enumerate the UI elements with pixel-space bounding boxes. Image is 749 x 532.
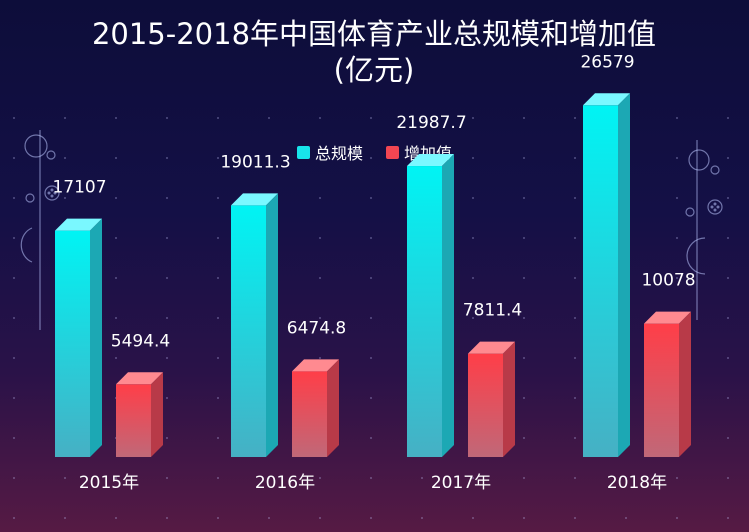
bar-added-3	[644, 311, 691, 457]
right-ornament	[685, 140, 723, 320]
bars-group	[55, 93, 691, 458]
bar-top-added-3	[644, 311, 691, 324]
bar-side-total-2	[442, 154, 454, 458]
bar-top-added-1	[292, 359, 339, 372]
legend-item-total: 总规模	[297, 144, 363, 163]
x-tick-0: 2015年	[79, 473, 139, 493]
bar-top-total-1	[231, 193, 278, 206]
bar-added-0	[116, 372, 163, 457]
bar-front-total-3	[583, 105, 618, 457]
x-tick-labels: 2015年 2016年 2017年 2018年	[79, 473, 667, 493]
bar-side-total-3	[618, 93, 630, 457]
bar-side-added-3	[679, 311, 691, 457]
x-tick-3: 2018年	[607, 473, 667, 493]
left-ornament	[20, 130, 60, 330]
bar-front-added-2	[468, 353, 503, 457]
bar-side-total-0	[90, 218, 102, 457]
value-labels-group: 17107 5494.4 19011.3 6474.8 21987.7 7811.4 265…	[52, 52, 695, 351]
value-label-added-1: 6474.8	[287, 318, 346, 338]
value-label-added-3: 10078	[641, 271, 695, 291]
value-label-total-0: 17107	[52, 178, 106, 198]
legend-swatch-added	[386, 146, 399, 159]
bar-top-total-3	[583, 93, 630, 106]
bar-top-total-0	[55, 218, 102, 231]
bar-added-1	[292, 359, 339, 457]
value-label-total-1: 19011.3	[220, 152, 290, 172]
x-tick-1: 2016年	[255, 473, 315, 493]
bar-added-2	[468, 341, 515, 457]
value-label-total-3: 26579	[580, 52, 634, 72]
bar-top-added-0	[116, 372, 163, 385]
bar-front-total-0	[55, 230, 90, 457]
bar-front-added-0	[116, 384, 151, 457]
bar-front-added-3	[644, 323, 679, 457]
bar-total-2	[407, 154, 454, 458]
chart-subtitle: (亿元)	[334, 53, 415, 87]
bar-total-1	[231, 193, 278, 458]
bar-side-added-0	[151, 372, 163, 457]
bar-total-3	[583, 93, 630, 457]
legend-swatch-total	[297, 146, 310, 159]
bar-front-total-1	[231, 205, 266, 457]
bar-front-total-2	[407, 166, 442, 458]
bar-side-added-2	[503, 341, 515, 457]
bar-total-0	[55, 218, 102, 457]
x-tick-2: 2017年	[431, 473, 491, 493]
legend-label-total: 总规模	[315, 144, 363, 163]
bar-side-added-1	[327, 359, 339, 457]
bar-top-total-2	[407, 154, 454, 167]
bar-top-added-2	[468, 341, 515, 354]
value-label-added-0: 5494.4	[111, 331, 170, 351]
bar-side-total-1	[266, 193, 278, 458]
bar-front-added-1	[292, 371, 327, 457]
value-label-total-2: 21987.7	[396, 113, 466, 133]
chart-title: 2015-2018年中国体育产业总规模和增加值	[92, 17, 656, 51]
value-label-added-2: 7811.4	[463, 301, 522, 321]
